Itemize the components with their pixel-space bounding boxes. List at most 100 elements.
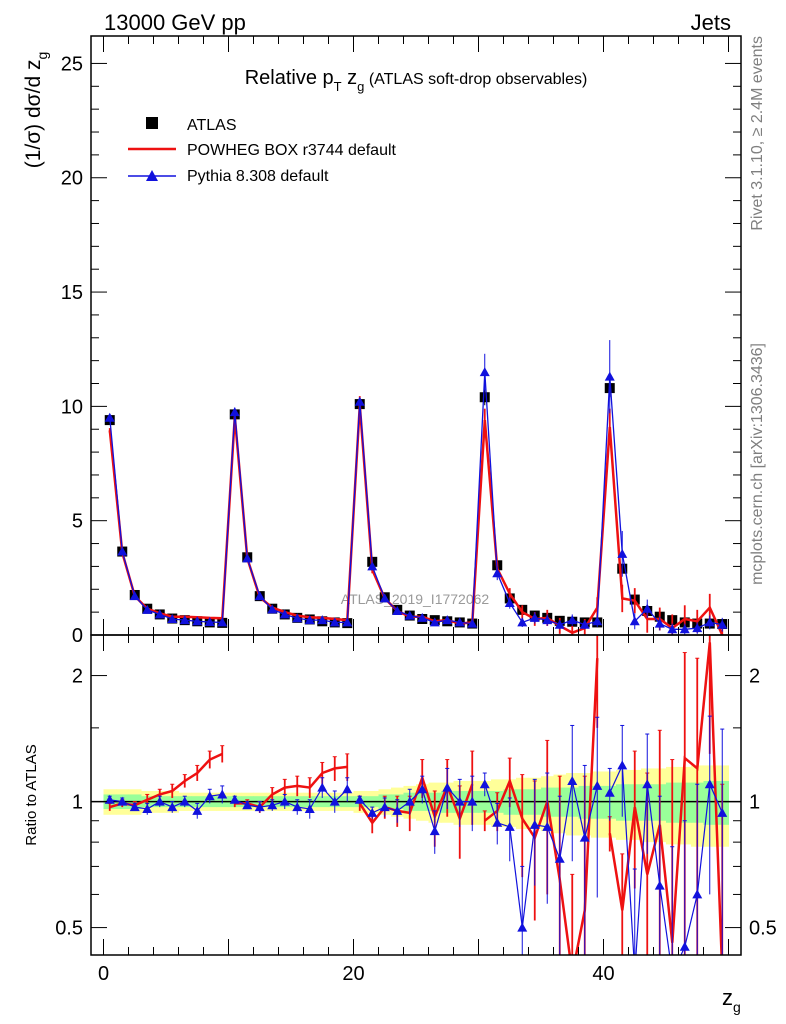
- pythia-point: [467, 618, 478, 628]
- pythia-point: [529, 612, 540, 622]
- ratio-frame: [90, 634, 742, 956]
- ratio-pythia-point: [129, 802, 140, 812]
- pythia-point: [342, 617, 353, 627]
- atlas-point: [479, 392, 490, 403]
- ratio-pythia-point: [304, 803, 315, 813]
- ratio-ytick-label-right: 1: [749, 792, 760, 814]
- main-title: Relative pT zg (ATLAS soft-drop observab…: [245, 67, 588, 94]
- ratio-pythia-point: [117, 796, 128, 806]
- ratio-pythia-line: [484, 780, 598, 928]
- main-ytick-label: 0: [72, 625, 83, 647]
- pythia-point: [704, 617, 715, 627]
- pythia-point: [379, 593, 390, 603]
- ratio-pythia-point: [567, 775, 578, 785]
- pythia-point: [579, 619, 590, 629]
- pythia-point: [642, 603, 653, 613]
- main-ytick-label: 25: [61, 53, 83, 75]
- ratio-pythia-point: [242, 800, 253, 810]
- ratio-pythia-point: [279, 796, 290, 806]
- ratio-powheg-line: [234, 765, 348, 809]
- y-axis-label: (1/σ) dσ/d zg: [22, 52, 50, 169]
- ratio-pythia-point: [217, 789, 228, 799]
- powheg-line: [483, 419, 612, 635]
- pythia-point: [229, 407, 240, 417]
- pythia-point: [392, 605, 403, 615]
- pythia-point: [417, 612, 428, 622]
- pythia-point: [654, 618, 665, 628]
- ratio-pythia-point: [192, 805, 203, 815]
- pythia-point: [242, 553, 253, 563]
- ratio-pythia-point: [717, 807, 728, 817]
- pythia-point: [167, 613, 178, 623]
- legend-powheg-label: POWHEG BOX r3744 default: [187, 142, 397, 159]
- ratio-pythia-point: [542, 821, 553, 831]
- ratio-pythia-point: [467, 796, 478, 806]
- title-sub2: g: [357, 79, 364, 94]
- ratio-pythia-point: [442, 782, 453, 792]
- x-axis-label: zg: [722, 985, 741, 1015]
- ylabel-main: (1/σ) dσ/d z: [22, 60, 45, 169]
- pythia-point: [292, 613, 303, 623]
- ratio-pythia-line: [609, 765, 723, 955]
- pythia-point: [554, 619, 565, 629]
- ratio-pythia-point: [604, 787, 615, 797]
- x-tick-label: 0: [98, 963, 109, 985]
- ratio-pythia-point: [104, 794, 115, 804]
- ratio-pythia-point: [142, 803, 153, 813]
- header-right: Jets: [691, 10, 731, 35]
- pythia-point: [142, 604, 153, 614]
- ratio-pythia-point: [354, 794, 365, 804]
- pythia-point: [542, 615, 553, 625]
- ratio-ytick-label: 2: [72, 666, 83, 688]
- pythia-line: [109, 412, 236, 624]
- ratio-pythia-point: [642, 779, 653, 789]
- pythia-point: [279, 609, 290, 619]
- pythia-point: [354, 396, 365, 406]
- pythia-point: [692, 623, 703, 633]
- pythia-point: [367, 561, 378, 571]
- ratio-pythia-line: [234, 786, 348, 810]
- header-left: 13000 GeV pp: [104, 10, 246, 35]
- ratio-pythia-point: [292, 802, 303, 812]
- pythia-point: [154, 609, 165, 619]
- main-ytick-label: 10: [61, 396, 83, 418]
- x-tick-label: 20: [342, 963, 364, 985]
- ratio-pythia-point: [579, 832, 590, 842]
- pythia-point: [404, 610, 415, 620]
- ratio-pythia-point: [429, 826, 440, 836]
- ratio-pythia-point: [479, 779, 490, 789]
- pythia-point: [442, 615, 453, 625]
- ratio-ytick-label: 1: [72, 792, 83, 814]
- ratio-pythia-point: [417, 784, 428, 794]
- ratio-powheg-line: [484, 658, 599, 955]
- ratio-pythia-point: [692, 889, 703, 899]
- ratio-pythia-point: [517, 922, 528, 932]
- ratio-ytick-label-right: 2: [749, 666, 760, 688]
- powheg-line: [233, 405, 362, 622]
- ratio-pythia-point: [367, 807, 378, 817]
- ratio-pythia-point: [317, 782, 328, 792]
- pythia-point: [479, 367, 490, 377]
- pythia-point: [254, 591, 265, 601]
- ratio-pythia-point: [454, 796, 465, 806]
- ratio-pythia-point: [617, 760, 628, 770]
- pythia-point: [204, 616, 215, 626]
- legend-pythia-label: Pythia 8.308 default: [187, 168, 329, 185]
- legend: ATLAS POWHEG BOX r3744 default Pythia 8.…: [128, 117, 397, 185]
- ratio-pythia-point: [554, 853, 565, 863]
- ylabel-sub: g: [34, 52, 50, 60]
- pythia-point: [429, 617, 440, 627]
- title-sub1: T: [334, 79, 342, 94]
- ratio-pythia-point: [592, 780, 603, 790]
- pythia-point: [517, 617, 528, 627]
- rivet-version-text: Rivet 3.1.10, ≥ 2.4M events: [749, 36, 766, 231]
- main-ytick-label: 20: [61, 168, 83, 190]
- pythia-point: [317, 615, 328, 625]
- ratio-pythia-point: [679, 941, 690, 951]
- ratio-pythia-point: [379, 802, 390, 812]
- ratio-pythia-point: [329, 796, 340, 806]
- pythia-point: [592, 616, 603, 626]
- ratio-pythia-point: [229, 794, 240, 804]
- powheg-line: [608, 426, 724, 635]
